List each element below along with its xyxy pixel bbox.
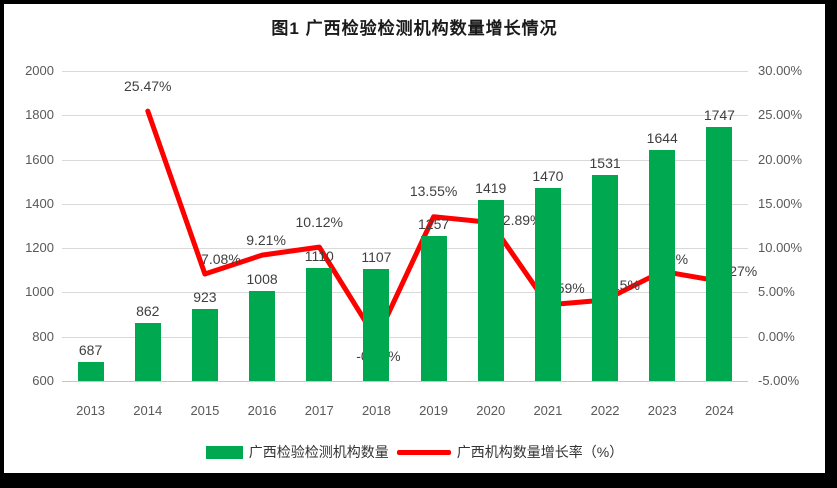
right-axis-tick-20.00%: 20.00%	[758, 151, 803, 167]
bar-value-label-2014: 862	[136, 302, 160, 319]
bar-2014	[134, 322, 161, 381]
rate-label-2016: 9.21%	[246, 232, 286, 249]
bar-2021	[534, 188, 561, 381]
x-axis-tick-2017: 2017	[304, 403, 334, 418]
right-axis-tick-10.00%: 10.00%	[758, 240, 803, 256]
bar-value-label-2019: 1257	[418, 215, 450, 232]
x-axis-tick-2023: 2023	[647, 403, 677, 418]
gridline-1800	[62, 115, 748, 117]
gridline-800	[62, 336, 748, 338]
bar-2016	[249, 290, 276, 381]
x-axis-tick-2019: 2019	[419, 403, 449, 418]
bar-2023	[649, 149, 676, 381]
x-axis-tick-2014: 2014	[133, 403, 163, 418]
bar-value-label-2017: 1110	[304, 248, 334, 265]
x-axis-tick-2018: 2018	[361, 403, 391, 418]
bar-2019	[420, 235, 447, 381]
gridline-600	[62, 381, 748, 382]
left-axis-tick-1400: 1400	[25, 195, 54, 211]
rate-label-2020: 12.89%	[495, 211, 543, 228]
left-axis-tick-1600: 1600	[25, 151, 54, 167]
bar-2020	[477, 199, 504, 381]
x-axis-tick-2016: 2016	[247, 403, 277, 418]
bar-value-label-2018: 1107	[361, 248, 392, 265]
x-axis-tick-2024: 2024	[704, 403, 734, 418]
right-axis-tick-0.00%: 0.00%	[758, 328, 795, 344]
rate-label-2019: 13.55%	[409, 182, 458, 199]
legend-bar-swatch	[205, 445, 243, 459]
legend: 广西检验检测机构数量 广西机构数量增长率（%）	[4, 442, 825, 462]
x-axis-tick-2015: 2015	[190, 403, 220, 418]
bar-value-label-2022: 1531	[589, 154, 621, 171]
right-axis-tick-30.00%: 30.00%	[758, 63, 803, 78]
legend-line-label: 广西机构数量增长率（%）	[456, 444, 624, 460]
left-axis-tick-2000: 2000	[25, 63, 54, 78]
gridline-1600	[62, 159, 748, 161]
bar-2017	[306, 268, 333, 381]
bar-value-label-2024: 1747	[703, 107, 735, 124]
x-axis-tick-2013: 2013	[76, 403, 106, 418]
right-axis-tick-25.00%: 25.00%	[758, 107, 803, 123]
bar-2013	[77, 361, 104, 381]
left-axis-tick-1000: 1000	[25, 284, 54, 300]
x-axis-tick-2021: 2021	[533, 403, 563, 418]
chart-title: 图1 广西检验检测机构数量增长情况	[271, 19, 558, 38]
bar-value-label-2021: 1470	[532, 168, 564, 185]
bar-2022	[592, 174, 619, 381]
right-axis-tick-5.00%: 5.00%	[758, 284, 795, 300]
x-axis-tick-2020: 2020	[476, 403, 506, 418]
left-axis-tick-800: 800	[32, 328, 54, 344]
chart-canvas: 图1 广西检验检测机构数量增长情况 687 862 923 1008 1110 1107 1…	[4, 4, 825, 473]
bar-2024	[706, 127, 733, 381]
gridline-1400	[62, 203, 748, 205]
bar-value-label-2020: 1419	[475, 179, 507, 196]
bar-value-label-2016: 1008	[246, 270, 278, 287]
rate-label-2017: 10.12%	[295, 214, 343, 231]
left-axis-tick-600: 600	[32, 373, 54, 388]
x-axis-tick-2022: 2022	[590, 403, 620, 418]
legend-line-swatch	[396, 449, 451, 455]
bar-2018	[363, 268, 390, 381]
bar-2015	[191, 309, 218, 381]
right-axis-tick-15.00%: 15.00%	[758, 195, 803, 211]
left-axis-tick-1200: 1200	[25, 240, 54, 256]
legend-bar-label: 广西检验检测机构数量	[248, 444, 389, 460]
left-axis-tick-1800: 1800	[25, 107, 54, 123]
gridline-2000	[62, 71, 748, 72]
bar-value-label-2013: 687	[78, 341, 103, 358]
bar-value-label-2023: 1644	[646, 129, 678, 146]
bar-value-label-2015: 923	[193, 289, 217, 306]
right-axis-tick--5.00%: -5.00%	[758, 373, 800, 388]
rate-label-2015: 7.08%	[201, 251, 241, 267]
rate-label-2014: 25.47%	[124, 78, 172, 95]
